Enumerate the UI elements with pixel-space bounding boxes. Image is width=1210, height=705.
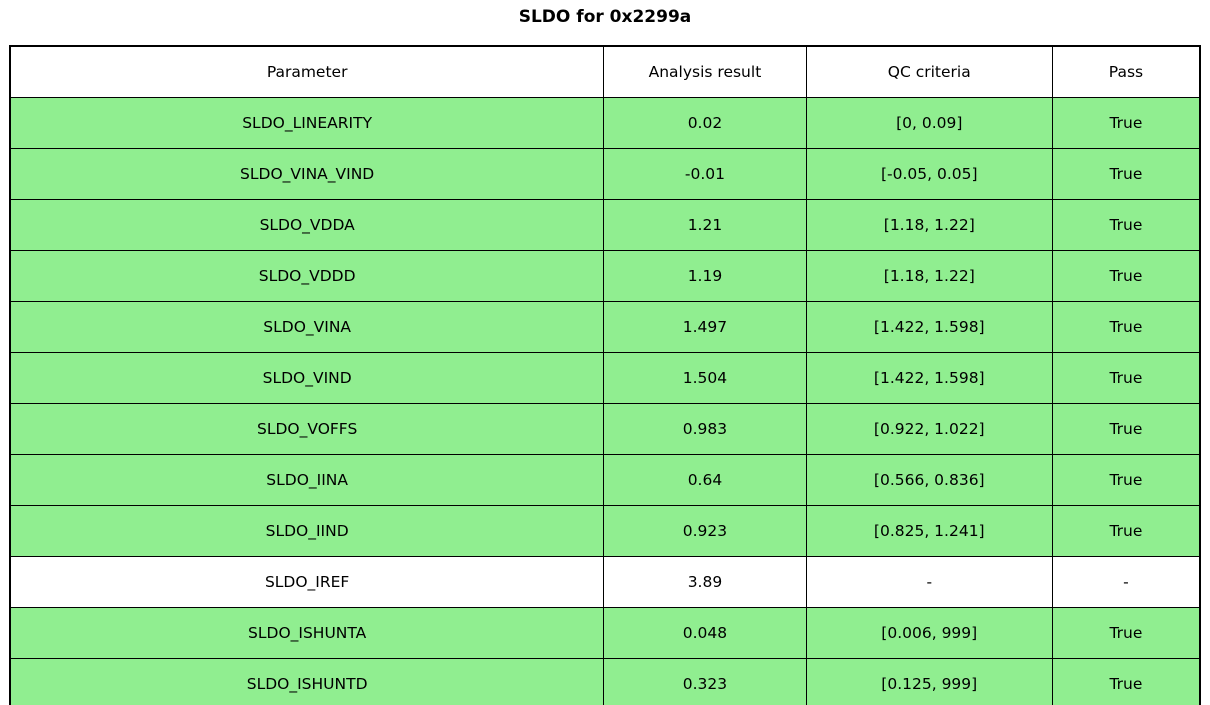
- pass-cell: True: [1051, 250, 1201, 302]
- parameter-cell: SLDO_IINA: [9, 454, 605, 506]
- result-cell: 1.19: [603, 250, 807, 302]
- column-header-parameter: Parameter: [9, 45, 605, 98]
- pass-cell: True: [1051, 199, 1201, 251]
- table-row: SLDO_LINEARITY 0.02 [0, 0.09] True: [9, 97, 1201, 149]
- pass-cell: True: [1051, 505, 1201, 557]
- header-row: Parameter Analysis result QC criteria Pa…: [9, 45, 1201, 98]
- criteria-cell: -: [805, 556, 1053, 608]
- column-header-qc-criteria: QC criteria: [805, 45, 1053, 98]
- result-cell: 0.923: [603, 505, 807, 557]
- table-row: SLDO_VOFFS 0.983 [0.922, 1.022] True: [9, 403, 1201, 455]
- result-cell: 1.21: [603, 199, 807, 251]
- pass-cell: True: [1051, 658, 1201, 705]
- table-header: Parameter Analysis result QC criteria Pa…: [9, 45, 1201, 98]
- result-cell: 1.504: [603, 352, 807, 404]
- table-row: SLDO_IIND 0.923 [0.825, 1.241] True: [9, 505, 1201, 557]
- result-cell: 0.983: [603, 403, 807, 455]
- pass-cell: True: [1051, 607, 1201, 659]
- parameter-cell: SLDO_VDDA: [9, 199, 605, 251]
- column-header-analysis-result: Analysis result: [603, 45, 807, 98]
- parameter-cell: SLDO_VINA_VIND: [9, 148, 605, 200]
- column-header-pass: Pass: [1051, 45, 1201, 98]
- criteria-cell: [1.18, 1.22]: [805, 250, 1053, 302]
- table-row: SLDO_VDDD 1.19 [1.18, 1.22] True: [9, 250, 1201, 302]
- pass-cell: True: [1051, 97, 1201, 149]
- result-cell: 0.64: [603, 454, 807, 506]
- table-row: SLDO_VDDA 1.21 [1.18, 1.22] True: [9, 199, 1201, 251]
- criteria-cell: [0.125, 999]: [805, 658, 1053, 705]
- parameter-cell: SLDO_IREF: [9, 556, 605, 608]
- parameter-cell: SLDO_VDDD: [9, 250, 605, 302]
- table-row: SLDO_VINA_VIND -0.01 [-0.05, 0.05] True: [9, 148, 1201, 200]
- criteria-cell: [0, 0.09]: [805, 97, 1053, 149]
- table-row: SLDO_IINA 0.64 [0.566, 0.836] True: [9, 454, 1201, 506]
- criteria-cell: [0.566, 0.836]: [805, 454, 1053, 506]
- table-row: SLDO_VINA 1.497 [1.422, 1.598] True: [9, 301, 1201, 353]
- qc-table-body: SLDO_LINEARITY 0.02 [0, 0.09] True SLDO_…: [9, 97, 1201, 705]
- criteria-cell: [1.422, 1.598]: [805, 352, 1053, 404]
- criteria-cell: [1.18, 1.22]: [805, 199, 1053, 251]
- parameter-cell: SLDO_VINA: [9, 301, 605, 353]
- table-row: SLDO_ISHUNTD 0.323 [0.125, 999] True: [9, 658, 1201, 705]
- pass-cell: -: [1051, 556, 1201, 608]
- criteria-cell: [0.825, 1.241]: [805, 505, 1053, 557]
- result-cell: 0.048: [603, 607, 807, 659]
- result-cell: 1.497: [603, 301, 807, 353]
- criteria-cell: [-0.05, 0.05]: [805, 148, 1053, 200]
- table-row: SLDO_VIND 1.504 [1.422, 1.598] True: [9, 352, 1201, 404]
- criteria-cell: [0.006, 999]: [805, 607, 1053, 659]
- pass-cell: True: [1051, 352, 1201, 404]
- qc-results-table: Parameter Analysis result QC criteria Pa…: [9, 45, 1201, 705]
- parameter-cell: SLDO_VIND: [9, 352, 605, 404]
- result-cell: 0.02: [603, 97, 807, 149]
- result-cell: 3.89: [603, 556, 807, 608]
- figure-title: SLDO for 0x2299a: [518, 7, 692, 27]
- pass-cell: True: [1051, 148, 1201, 200]
- table-row: SLDO_IREF 3.89 - -: [9, 556, 1201, 608]
- result-cell: -0.01: [603, 148, 807, 200]
- table-row: SLDO_ISHUNTA 0.048 [0.006, 999] True: [9, 607, 1201, 659]
- parameter-cell: SLDO_ISHUNTD: [9, 658, 605, 705]
- result-cell: 0.323: [603, 658, 807, 705]
- parameter-cell: SLDO_LINEARITY: [9, 97, 605, 149]
- pass-cell: True: [1051, 301, 1201, 353]
- parameter-cell: SLDO_ISHUNTA: [9, 607, 605, 659]
- parameter-cell: SLDO_VOFFS: [9, 403, 605, 455]
- criteria-cell: [1.422, 1.598]: [805, 301, 1053, 353]
- pass-cell: True: [1051, 403, 1201, 455]
- pass-cell: True: [1051, 454, 1201, 506]
- criteria-cell: [0.922, 1.022]: [805, 403, 1053, 455]
- parameter-cell: SLDO_IIND: [9, 505, 605, 557]
